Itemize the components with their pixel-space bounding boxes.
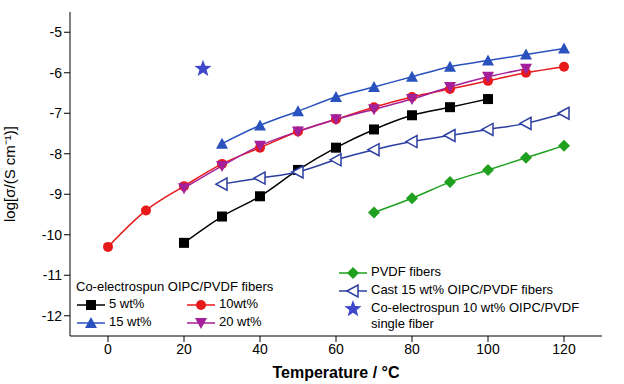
- svg-text:-11: -11: [43, 267, 62, 283]
- svg-text:-8: -8: [50, 146, 63, 162]
- html-text:5 wt%: 5 wt%: [109, 296, 145, 311]
- svg-text:0: 0: [104, 341, 112, 357]
- html-text:Co-electrospun 10 wt% OIPC/PVD: Co-electrospun 10 wt% OIPC/PVDF single f…: [371, 300, 580, 331]
- html-text:20 wt%: 20 wt%: [219, 314, 262, 329]
- svg-text:100: 100: [476, 341, 500, 357]
- html-text:PVDF fibers: PVDF fibers: [371, 264, 442, 279]
- svg-text:-5: -5: [50, 24, 63, 40]
- svg-text:-9: -9: [50, 186, 63, 202]
- html-text:Cast 15 wt% OIPC/PVDF fibers: Cast 15 wt% OIPC/PVDF fibers: [371, 282, 554, 297]
- svg-text:log[σ/(S cm⁻¹)]: log[σ/(S cm⁻¹)]: [1, 126, 18, 222]
- svg-text:40: 40: [252, 341, 268, 357]
- svg-text:-12: -12: [42, 308, 62, 324]
- html-text:15 wt%: 15 wt%: [109, 314, 152, 329]
- svg-text:Temperature / °C: Temperature / °C: [272, 364, 399, 381]
- svg-text:20: 20: [176, 341, 192, 357]
- svg-text:60: 60: [328, 341, 344, 357]
- svg-text:-10: -10: [42, 227, 62, 243]
- svg-text:120: 120: [552, 341, 576, 357]
- svg-text:80: 80: [404, 341, 420, 357]
- svg-text:-6: -6: [50, 65, 63, 81]
- html-text:10wt%: 10wt%: [219, 296, 258, 311]
- svg-text:-7: -7: [50, 105, 63, 121]
- html-text:Co-electrospun OIPC/PVDF fiber: Co-electrospun OIPC/PVDF fibers: [76, 279, 274, 294]
